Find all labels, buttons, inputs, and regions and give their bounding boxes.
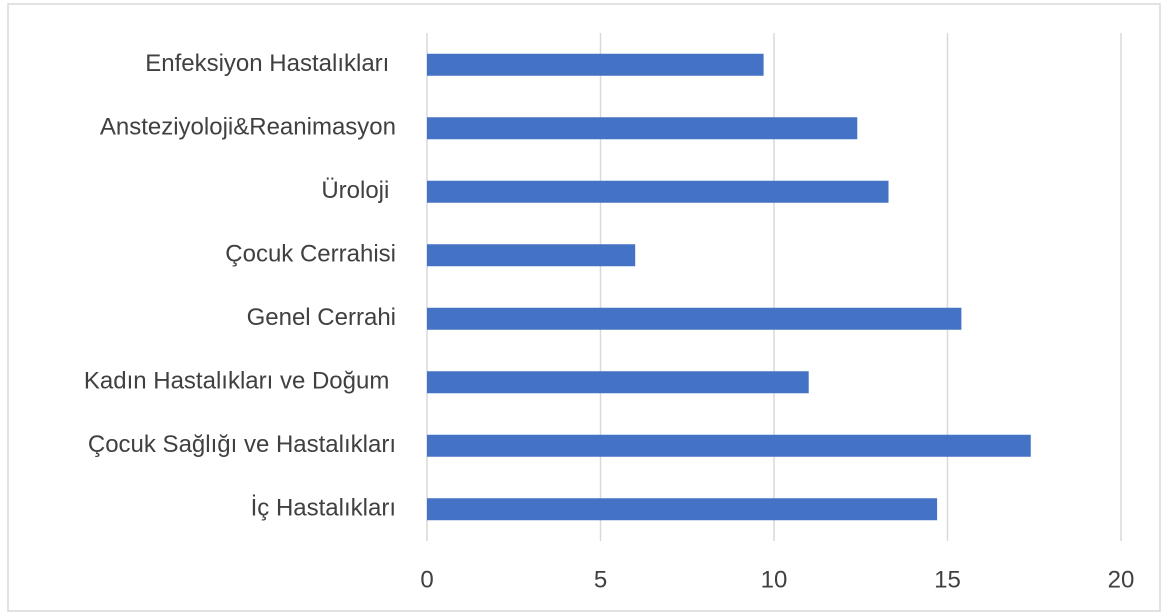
bar bbox=[427, 180, 889, 203]
x-tick-label: 5 bbox=[594, 566, 607, 593]
bar bbox=[427, 244, 636, 267]
y-tick-label: Enfeksiyon Hastalıkları bbox=[145, 50, 396, 77]
y-tick-label: Çocuk Cerrahisi bbox=[225, 241, 396, 268]
x-tick-label: 10 bbox=[761, 566, 788, 593]
y-tick-label: Çocuk Sağlığı ve Hastalıkları bbox=[88, 431, 396, 458]
x-tick-label: 15 bbox=[934, 566, 961, 593]
y-tick-label: İç Hastalıkları bbox=[251, 495, 396, 522]
bar bbox=[427, 371, 809, 394]
y-tick-label: Ansteziyoloji&Reanimasyon bbox=[100, 114, 396, 141]
bar bbox=[427, 307, 962, 330]
bar bbox=[427, 434, 1031, 457]
bar bbox=[427, 117, 858, 140]
bar bbox=[427, 498, 938, 521]
y-tick-label: Üroloji bbox=[321, 177, 396, 204]
y-tick-label: Genel Cerrahi bbox=[247, 304, 396, 331]
y-tick-label: Kadın Hastalıkları ve Doğum bbox=[84, 368, 396, 395]
x-tick-label: 20 bbox=[1108, 566, 1135, 593]
bar bbox=[427, 53, 764, 76]
x-tick-label: 0 bbox=[420, 566, 433, 593]
